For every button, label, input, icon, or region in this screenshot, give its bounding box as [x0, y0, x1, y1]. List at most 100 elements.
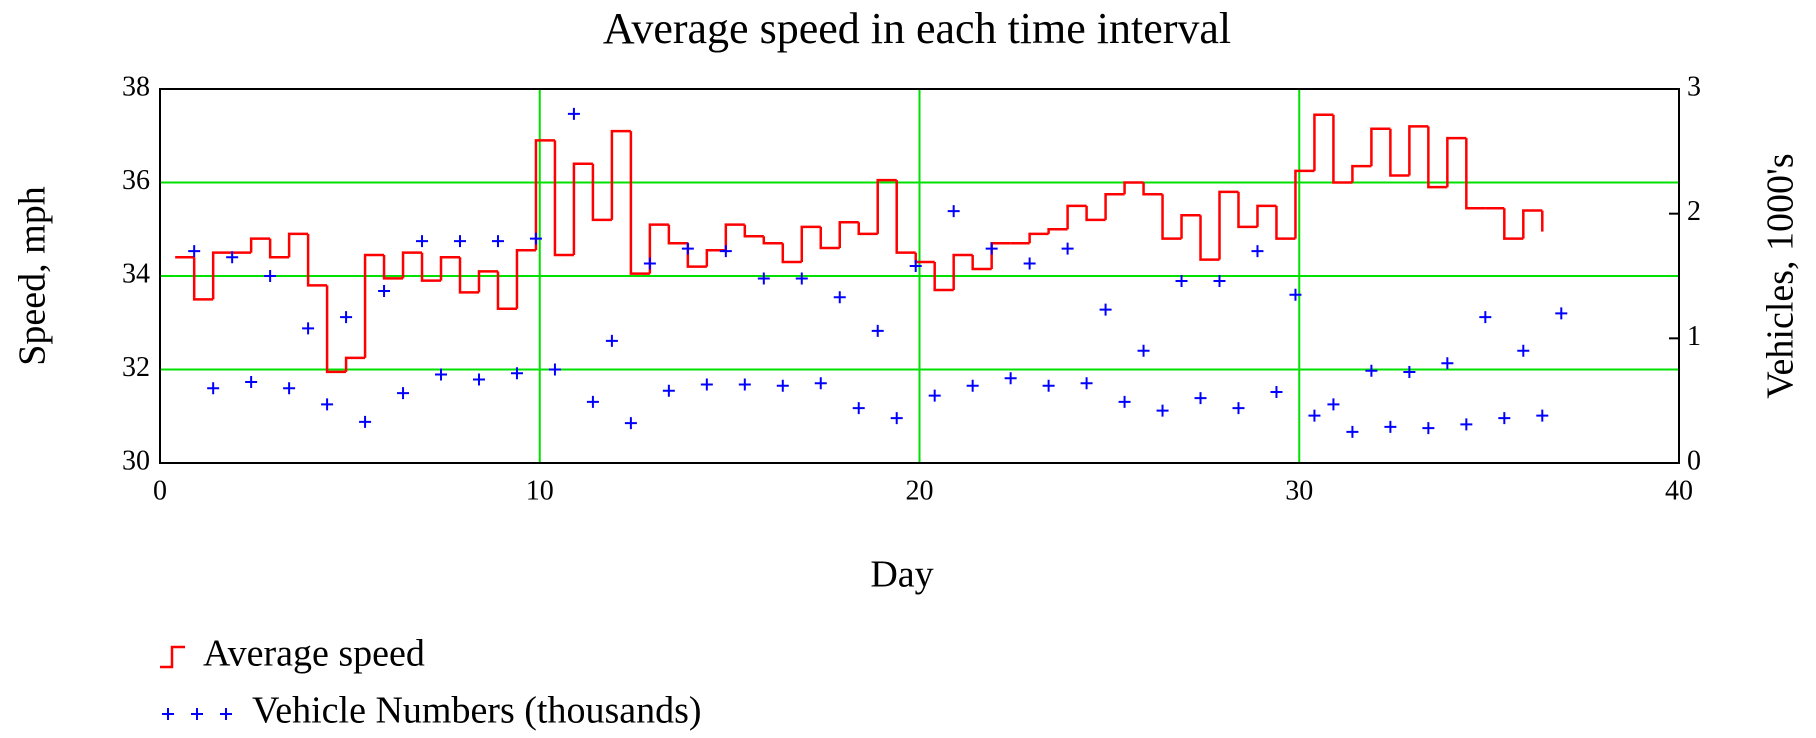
speed-step: [420, 252, 442, 282]
vehicle-marker: [1099, 303, 1112, 316]
speed-step: [952, 253, 973, 291]
vehicle-marker: [1555, 307, 1568, 320]
speed-step: [192, 257, 214, 301]
x-tick-label: 40: [1665, 475, 1693, 506]
vehicle-marker: [1061, 242, 1074, 255]
speed-step: [382, 254, 404, 280]
vehicle-marker: [567, 107, 580, 120]
vehicle-marker: [1441, 357, 1454, 370]
vehicle-marker: [681, 242, 694, 255]
speed-step: [610, 129, 631, 220]
vehicle-marker: [1479, 311, 1492, 324]
speed-step: [287, 232, 309, 258]
speed-step: [1256, 204, 1277, 227]
vehicle-marker: [548, 363, 561, 376]
vehicle-marker: [966, 379, 979, 392]
vehicle-marker: [1175, 274, 1188, 287]
vehicle-marker: [643, 257, 656, 270]
speed-step: [496, 271, 517, 310]
speed-step: [477, 270, 498, 293]
vehicle-marker: [605, 334, 618, 347]
vehicle-marker: [1023, 257, 1036, 270]
y-tick-label: 32: [122, 352, 150, 383]
speed-step: [249, 237, 271, 253]
speed-step: [363, 253, 385, 358]
speed-step: [1104, 192, 1125, 220]
speed-step: [1503, 208, 1524, 240]
vehicle-marker: [852, 402, 865, 415]
speed-step: [1294, 169, 1315, 239]
speed-step: [1047, 228, 1068, 234]
speed-step: [876, 178, 897, 234]
speed-step: [1275, 205, 1296, 240]
vehicle-marker: [928, 389, 941, 402]
vehicle-marker: [1384, 420, 1397, 433]
vehicle-marker: [397, 387, 410, 400]
speed-step: [1199, 215, 1220, 261]
speed-step: [743, 224, 764, 238]
vehicle-marker: [359, 415, 372, 428]
speed-step: [781, 243, 802, 264]
speed-step: [401, 251, 423, 279]
speed-step: [1389, 128, 1410, 177]
vehicle-marker: [510, 367, 523, 380]
speed-step: [971, 254, 992, 271]
vehicle-marker: [1042, 379, 1055, 392]
vehicle-marker: [340, 311, 353, 324]
vehicle-marker: [472, 373, 485, 386]
legend-label: Vehicle Numbers (thousands): [252, 690, 702, 732]
speed-step: [762, 236, 783, 245]
x-tick-label: 20: [906, 475, 934, 506]
vehicle-marker: [1118, 395, 1131, 408]
y2-tick-label: 1: [1687, 321, 1701, 352]
vehicle-marker: [1536, 409, 1549, 422]
vehicle-marker: [1289, 288, 1302, 301]
vehicle-marker: [416, 235, 429, 248]
x-tick-label: 30: [1285, 475, 1313, 506]
speed-step: [819, 226, 840, 250]
speed-step: [1408, 125, 1429, 176]
speed-step: [1066, 204, 1087, 230]
vehicle-marker: [757, 272, 770, 285]
vehicle-marker: [1213, 274, 1226, 287]
speed-step: [1123, 181, 1144, 195]
speed-step: [1028, 232, 1049, 244]
speed-step: [325, 285, 347, 374]
vehicle-marker: [435, 368, 448, 381]
vehicle-marker: [1365, 364, 1378, 377]
speed-step: [667, 224, 688, 245]
vehicle-marker: [662, 384, 675, 397]
vehicle-marker: [776, 379, 789, 392]
speed-step: [458, 257, 479, 294]
speed-step: [515, 249, 536, 309]
speed-step: [1237, 191, 1258, 229]
speed-step: [1161, 194, 1182, 240]
vehicle-marker: [1403, 365, 1416, 378]
speed-step: [1522, 209, 1543, 239]
legend-swatch: [160, 645, 185, 669]
vehicle-marker: [1270, 385, 1283, 398]
speed-step: [990, 242, 1011, 269]
vehicle-marker: [321, 398, 334, 411]
speed-step: [572, 162, 593, 255]
vehicle-marker: [833, 291, 846, 304]
chart-title: Average speed in each time interval: [603, 4, 1231, 53]
speed-step: [933, 261, 954, 292]
vehicle-marker: [1498, 412, 1511, 425]
y2-tick-label: 2: [1687, 196, 1701, 227]
vehicle-marker: [1327, 398, 1340, 411]
vehicle-marker: [188, 245, 201, 258]
x-tick-label: 0: [153, 475, 167, 506]
vehicle-marker: [454, 235, 467, 248]
vehicle-marker: [700, 378, 713, 391]
vehicle-marker: [302, 322, 315, 335]
speed-step: [439, 256, 461, 281]
vehicle-marker: [1308, 409, 1321, 422]
vehicle-marker: [1251, 245, 1264, 258]
speed-step: [705, 249, 726, 267]
vehicle-marker: [283, 382, 296, 395]
vehicle-marker: [871, 324, 884, 337]
speed-step: [1313, 113, 1334, 171]
